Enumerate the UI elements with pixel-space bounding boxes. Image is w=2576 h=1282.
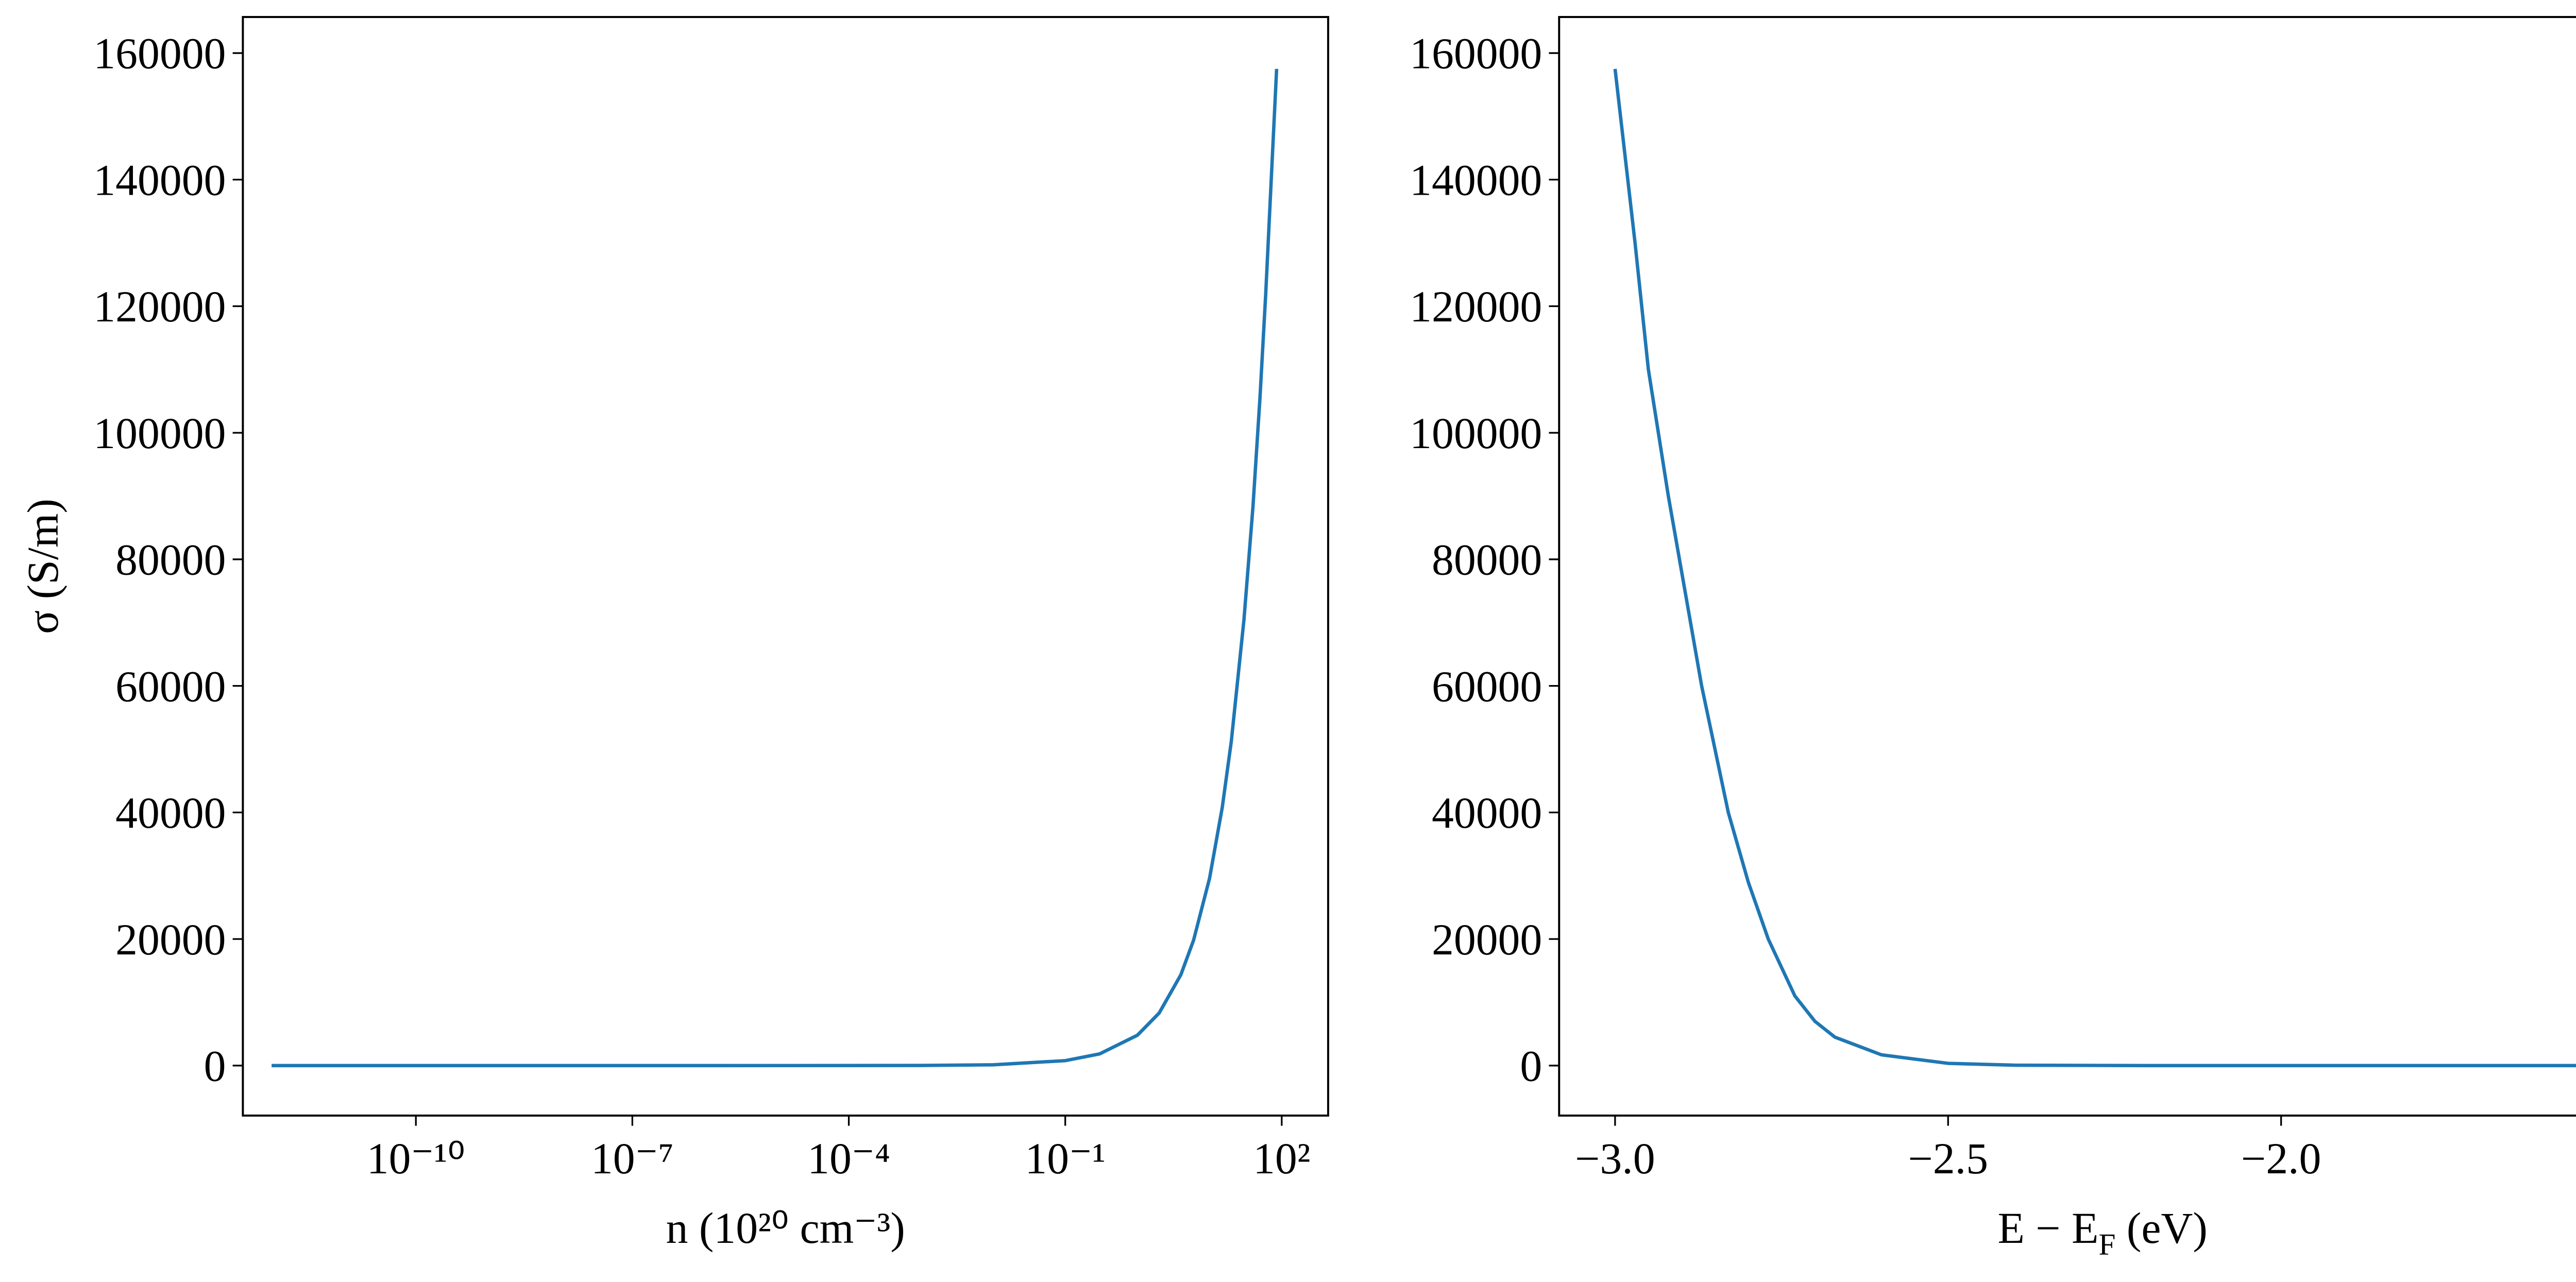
x-axis-label-part: (eV)	[2115, 1204, 2207, 1253]
axes-frame	[242, 16, 1329, 1117]
y-tick-label: 160000	[1410, 29, 1542, 78]
y-tick-label: 160000	[93, 29, 226, 78]
y-tick-label: 120000	[1410, 282, 1542, 331]
axes-frame	[1558, 16, 2576, 1117]
data-line	[1613, 69, 2576, 1068]
y-tick-label: 60000	[1432, 662, 1542, 711]
y-tick-label: 20000	[115, 915, 226, 964]
y-tick-label: 80000	[115, 536, 226, 585]
x-tick-label: −1.5	[2574, 1134, 2576, 1183]
x-tick-label: −2.0	[2241, 1134, 2321, 1183]
x-tick-label: −2.5	[1908, 1134, 1988, 1183]
x-axis-label: E − EF (eV)	[1997, 1204, 2207, 1261]
y-tick-label: 140000	[93, 156, 226, 204]
y-tick-label: 0	[204, 1041, 226, 1090]
data-line	[272, 69, 1279, 1068]
x-tick-label: −3.0	[1575, 1134, 1655, 1183]
x-axis-label-part: n (10²⁰ cm⁻³)	[666, 1204, 905, 1253]
y-tick-label: 40000	[115, 789, 226, 837]
x-tick-label: 10⁻¹⁰	[367, 1134, 465, 1183]
y-tick-label: 60000	[115, 662, 226, 711]
y-tick-label: 120000	[93, 282, 226, 331]
y-tick-label: 0	[1520, 1041, 1542, 1090]
y-tick-label: 20000	[1432, 915, 1542, 964]
y-tick-label: 80000	[1432, 536, 1542, 585]
y-tick-label: 100000	[93, 409, 226, 458]
x-tick-label: 10⁻⁴	[807, 1134, 890, 1183]
x-tick-label: 10⁻⁷	[591, 1134, 674, 1183]
y-tick-label: 40000	[1432, 789, 1542, 837]
x-axis-label-part: E − E	[1997, 1204, 2098, 1253]
y-tick-label: 140000	[1410, 156, 1542, 204]
x-tick-label: 10²	[1253, 1134, 1310, 1183]
x-axis-label-part: F	[2098, 1227, 2115, 1261]
x-axis-label: n (10²⁰ cm⁻³)	[666, 1204, 905, 1253]
y-axis-label: σ (S/m)	[19, 499, 67, 634]
y-tick-label: 100000	[1410, 409, 1542, 458]
x-tick-label: 10⁻¹	[1025, 1134, 1106, 1183]
